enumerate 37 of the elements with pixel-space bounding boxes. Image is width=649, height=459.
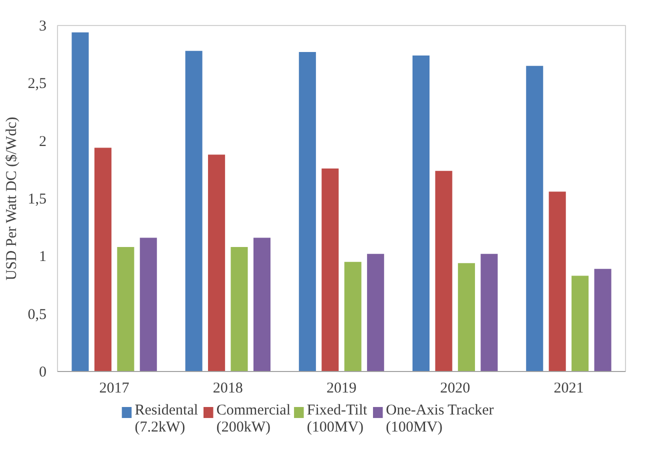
bar xyxy=(117,246,134,372)
y-tick-label: 0,5 xyxy=(28,306,46,323)
legend-label: Fixed-Tilt (100MV) xyxy=(306,402,368,436)
x-tick-label: 2020 xyxy=(440,380,470,396)
bar xyxy=(458,263,475,372)
legend-label: Commercial (200kW) xyxy=(216,402,291,436)
bar xyxy=(435,170,452,372)
x-tick-label: 2018 xyxy=(212,380,243,396)
x-tick-label: 2017 xyxy=(99,380,130,396)
y-tick-label: 0 xyxy=(39,364,46,380)
bar xyxy=(572,276,589,372)
y-tick-label: 2 xyxy=(39,134,46,150)
bar xyxy=(208,154,226,372)
bar xyxy=(526,66,544,372)
bar xyxy=(322,168,339,372)
bar xyxy=(480,254,498,372)
bar xyxy=(185,50,202,372)
bar xyxy=(594,268,612,372)
legend-label: Residental (7.2kW) xyxy=(134,402,198,436)
x-tick-label: 2019 xyxy=(326,380,356,396)
bar xyxy=(367,254,384,372)
bar xyxy=(412,55,430,372)
y-tick-label: 1 xyxy=(39,249,46,266)
x-tick-label: 2021 xyxy=(554,380,584,396)
bar xyxy=(72,32,89,372)
bar xyxy=(230,246,248,372)
bar xyxy=(94,148,112,372)
y-tick-label: 1,5 xyxy=(28,192,46,208)
bar xyxy=(140,238,157,372)
y-tick-label: 3 xyxy=(39,18,46,34)
bar xyxy=(344,262,362,372)
bar xyxy=(298,52,316,372)
bar xyxy=(548,192,566,372)
y-axis-title: USD Per Watt DC ($/Wdc) xyxy=(4,116,20,280)
bar xyxy=(253,238,270,372)
legend-label: One-Axis Tracker (100MV) xyxy=(386,402,494,436)
y-tick-label: 2,5 xyxy=(28,76,46,92)
